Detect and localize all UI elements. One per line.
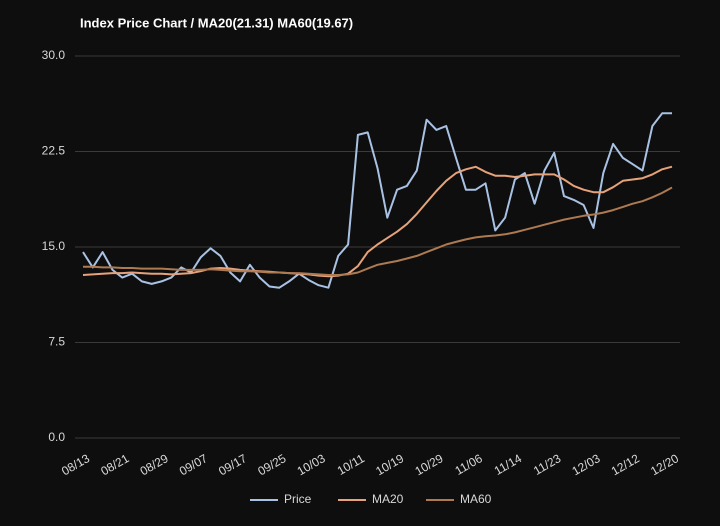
y-tick-label: 30.0 xyxy=(42,48,66,62)
y-tick-label: 7.5 xyxy=(48,335,65,349)
series-line xyxy=(83,186,673,276)
chart-title: Index Price Chart / MA20(21.31) MA60(19.… xyxy=(80,15,353,30)
y-tick-label: 15.0 xyxy=(42,239,66,253)
series-line xyxy=(82,112,672,289)
y-tick-label: 22.5 xyxy=(42,144,66,158)
series-line xyxy=(82,165,673,278)
legend-label: MA20 xyxy=(372,492,404,506)
y-tick-label: 0.0 xyxy=(48,430,65,444)
legend-label: MA60 xyxy=(460,492,492,506)
legend-label: Price xyxy=(284,492,312,506)
